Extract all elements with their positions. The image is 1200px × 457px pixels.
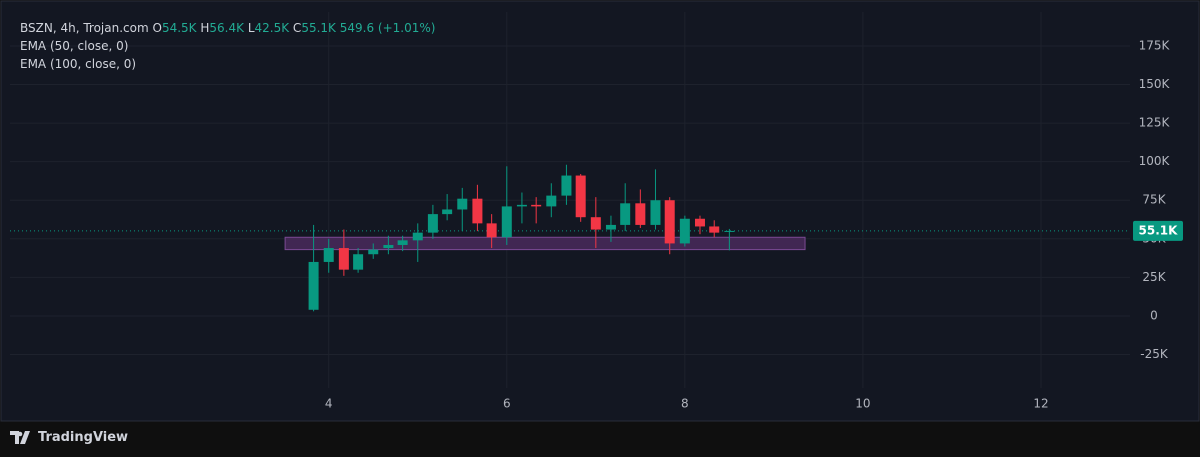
- price-badge: [1133, 220, 1183, 241]
- candle-body: [635, 203, 646, 225]
- candle-body: [575, 175, 586, 218]
- indicator: EMA (50, close, 0): [20, 39, 129, 53]
- candle-body: [546, 195, 557, 207]
- y-tick-label: 75K: [1142, 193, 1166, 207]
- x-tick-label: 12: [1033, 397, 1048, 411]
- y-tick-label: 25K: [1142, 270, 1166, 284]
- candle-body: [590, 217, 601, 230]
- candle-body: [531, 204, 542, 207]
- symbol: BSZN, 4h, Trojan.com: [20, 21, 149, 35]
- candle-body: [679, 218, 690, 244]
- candle-body: [442, 209, 453, 215]
- candle-body: [486, 223, 497, 238]
- candle-body: [353, 254, 364, 270]
- candle-body: [724, 230, 735, 232]
- candle-body: [397, 240, 408, 245]
- candle-body: [709, 226, 720, 233]
- candle-body: [561, 175, 572, 196]
- footer: TradingView: [10, 430, 128, 445]
- field-key: O: [152, 21, 162, 35]
- zone: [284, 236, 806, 251]
- indicator: EMA (100, close, 0): [20, 57, 137, 71]
- candle-body: [664, 200, 675, 244]
- y-tick-label: -25K: [1140, 347, 1169, 361]
- chart-frame: [0, 0, 1200, 422]
- field-value: 56.4K: [209, 21, 244, 35]
- candle-body: [457, 198, 468, 210]
- y-tick-label: 125K: [1139, 116, 1171, 130]
- indicators: EMA (50, close, 0) EMA (100, close, 0): [20, 37, 435, 73]
- candle-body: [383, 244, 394, 249]
- candle-body: [308, 261, 319, 310]
- field-value: 42.5K: [254, 21, 290, 35]
- ohlc-fields: O54.5K H56.4K L42.5K C55.1K: [152, 21, 339, 35]
- candle-body: [412, 232, 423, 241]
- candle-body: [368, 249, 379, 255]
- candle-body: [516, 204, 527, 207]
- candle-body: [472, 198, 483, 224]
- candle-body: [427, 214, 438, 233]
- y-tick-label: 150K: [1139, 77, 1171, 91]
- candle-body: [650, 200, 661, 225]
- logo: [10, 430, 30, 444]
- candle-body: [323, 248, 334, 262]
- candle-body: [694, 218, 705, 227]
- field-key: H: [200, 21, 210, 35]
- field-key: C: [292, 21, 302, 35]
- x-tick-label: 4: [325, 397, 333, 411]
- price-badge-label: 55.1K: [1139, 223, 1179, 237]
- brand: TradingView: [38, 430, 129, 445]
- field-value: 54.5K: [161, 21, 197, 35]
- candle-body: [501, 206, 512, 238]
- x-tick-label: 6: [503, 397, 511, 411]
- y-tick-label: 100K: [1139, 154, 1171, 168]
- x-tick-label: 8: [681, 397, 689, 411]
- y-tick-label: 175K: [1139, 38, 1171, 52]
- y-tick-label: 0: [1150, 308, 1158, 322]
- candle-body: [620, 203, 631, 225]
- x-tick-label: 10: [855, 397, 870, 411]
- legend-row: BSZN, 4h, Trojan.com O54.5K H56.4K L42.5…: [20, 19, 435, 37]
- field-key: L: [247, 21, 255, 35]
- legend: BSZN, 4h, Trojan.com O54.5K H56.4K L42.5…: [20, 19, 435, 73]
- candle-body: [605, 224, 616, 230]
- change: 549.6 (+1.01%): [339, 21, 436, 35]
- field-value: 55.1K: [301, 21, 336, 35]
- candle-body: [338, 248, 349, 270]
